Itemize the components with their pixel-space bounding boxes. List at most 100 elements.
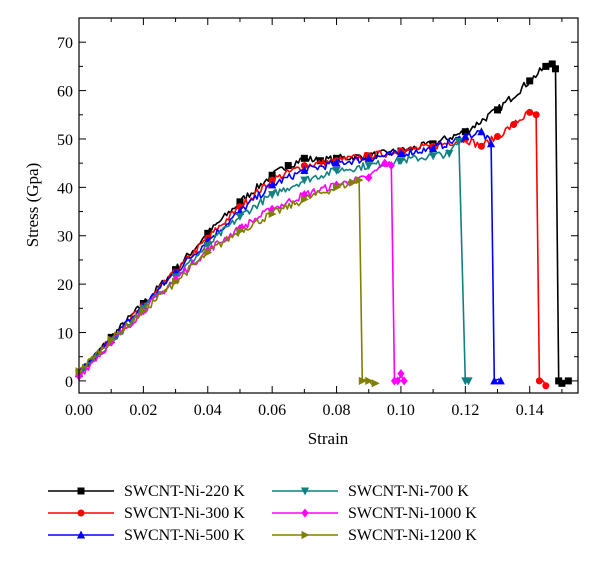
data-point (477, 127, 486, 136)
data-point (558, 379, 566, 387)
x-tick-label: 0.06 (258, 402, 286, 419)
data-point (429, 152, 438, 161)
legend-marker (77, 509, 85, 517)
y-tick-label: 10 (57, 326, 73, 343)
data-point (364, 162, 373, 171)
data-point (172, 277, 181, 286)
data-point (542, 62, 550, 70)
series-6 (75, 176, 380, 388)
data-point (461, 132, 470, 141)
x-tick-label: 0.08 (323, 402, 351, 419)
legend: SWCNT-Ni-220 K SWCNT-Ni-300 K SWCNT-Ni-500… (48, 483, 477, 544)
data-point (396, 157, 406, 166)
data-point (494, 106, 502, 114)
data-point (300, 195, 309, 204)
data-point (107, 335, 116, 344)
data-point (364, 153, 373, 162)
legend-label: SWCNT-Ni-1200 K (348, 527, 477, 544)
legend-marker (77, 487, 85, 495)
data-point (371, 379, 380, 388)
data-point (139, 306, 148, 315)
plot-frame (78, 17, 579, 394)
data-point (355, 176, 364, 185)
data-point (332, 166, 341, 175)
data-point (394, 376, 402, 386)
x-tick-label: 0.00 (65, 402, 93, 419)
data-point (268, 191, 277, 200)
x-tick-label: 0.10 (387, 402, 415, 419)
legend-item: SWCNT-Ni-220 K (48, 483, 245, 500)
y-tick-label: 40 (57, 180, 73, 197)
y-tick-label: 60 (57, 84, 73, 101)
y-tick-label: 50 (57, 132, 73, 149)
legend-item: SWCNT-Ni-1000 K (272, 505, 477, 522)
data-point (564, 377, 572, 385)
data-point (381, 158, 389, 168)
y-tick-label: 30 (57, 229, 73, 246)
data-point (510, 120, 518, 128)
legend-marker (300, 487, 310, 496)
x-tick-label: 0.14 (516, 402, 544, 419)
x-axis-title: Strain (308, 429, 349, 448)
legend-label: SWCNT-Ni-1000 K (348, 505, 477, 522)
y-tick-label: 0 (65, 374, 73, 391)
axis-ticks (78, 18, 578, 393)
data-point (268, 209, 277, 219)
legend-item: SWCNT-Ni-500 K (48, 527, 245, 544)
data-point (365, 376, 374, 385)
legend-item: SWCNT-Ni-1200 K (272, 527, 477, 544)
legend-label: SWCNT-Ni-220 K (124, 483, 245, 500)
y-tick-labels: 0 10 20 30 40 50 60 70 (57, 35, 73, 391)
legend-marker (301, 530, 310, 540)
data-point (496, 376, 505, 385)
data-point (542, 382, 550, 390)
x-tick-label: 0.04 (194, 402, 222, 419)
data-point (396, 149, 406, 157)
x-tick-labels: 0.00 0.02 0.04 0.06 0.08 0.10 0.12 0.14 (65, 402, 544, 419)
x-tick-label: 0.02 (129, 402, 157, 419)
data-point (268, 180, 277, 189)
data-point (300, 176, 309, 185)
data-point (387, 161, 395, 171)
data-point (526, 77, 534, 85)
data-point (494, 133, 502, 141)
x-tick-label: 0.12 (451, 402, 479, 419)
legend-label: SWCNT-Ni-300 K (124, 505, 245, 522)
data-point (397, 369, 405, 379)
data-point (400, 376, 408, 386)
data-point (445, 149, 454, 158)
data-point (284, 162, 292, 170)
legend-label: SWCNT-Ni-500 K (124, 527, 245, 544)
data-point (333, 183, 342, 192)
legend-item: SWCNT-Ni-700 K (272, 483, 469, 500)
data-point (204, 248, 213, 257)
data-point (532, 111, 540, 119)
y-tick-label: 20 (57, 277, 73, 294)
legend-label: SWCNT-Ni-700 K (348, 483, 469, 500)
data-point (358, 376, 367, 385)
data-point (429, 144, 438, 153)
data-point (486, 139, 496, 148)
data-point (332, 158, 341, 167)
data-point (551, 65, 559, 73)
data-point (235, 212, 245, 221)
data-point (454, 137, 463, 146)
legend-marker (76, 530, 86, 539)
data-point (477, 142, 485, 150)
data-point (236, 226, 245, 235)
y-axis-title: Stress (Gpa) (23, 163, 42, 248)
data-point (300, 154, 308, 162)
data-point (535, 377, 543, 385)
data-point (365, 173, 373, 183)
data-point (349, 178, 358, 187)
data-point (464, 377, 473, 386)
legend-marker (301, 508, 309, 518)
series-line (78, 179, 376, 387)
legend-item: SWCNT-Ni-300 K (48, 505, 245, 522)
data-point (203, 241, 212, 250)
data-point (300, 165, 309, 174)
data-point (490, 376, 499, 385)
series-line (78, 130, 502, 382)
